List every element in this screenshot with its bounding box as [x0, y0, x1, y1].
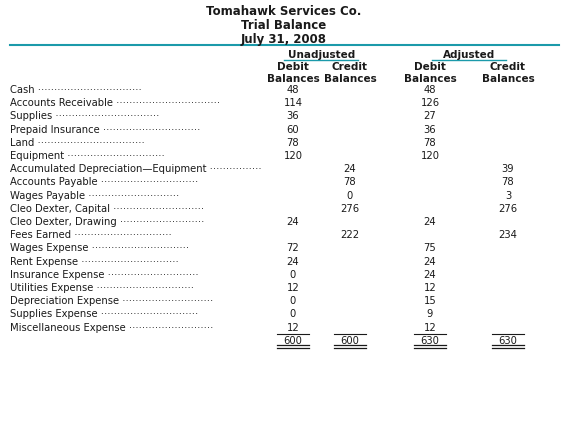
Text: Miscellaneous Expense ··························: Miscellaneous Expense ··················… [10, 323, 213, 333]
Text: 27: 27 [424, 111, 436, 121]
Text: Accounts Payable ······························: Accounts Payable ·······················… [10, 178, 198, 187]
Text: Depreciation Expense ····························: Depreciation Expense ···················… [10, 296, 213, 306]
Text: 12: 12 [424, 283, 436, 293]
Text: 39: 39 [502, 164, 514, 174]
Text: Accounts Receivable ································: Accounts Receivable ····················… [10, 98, 220, 108]
Text: Utilities Expense ······························: Utilities Expense ······················… [10, 283, 194, 293]
Text: Wages Expense ······························: Wages Expense ··························… [10, 243, 189, 253]
Text: 24: 24 [424, 257, 436, 267]
Text: Land ·································: Land ································· [10, 138, 145, 148]
Text: Supplies Expense ······························: Supplies Expense ·······················… [10, 310, 198, 320]
Text: 600: 600 [341, 336, 360, 346]
Text: 78: 78 [287, 138, 299, 148]
Text: 12: 12 [287, 283, 299, 293]
Text: 12: 12 [424, 323, 436, 333]
Text: 222: 222 [340, 230, 360, 240]
Text: Wages Payable ····························: Wages Payable ··························… [10, 191, 179, 200]
Text: 0: 0 [290, 270, 296, 280]
Text: Cleo Dexter, Drawing ··························: Cleo Dexter, Drawing ···················… [10, 217, 204, 227]
Text: 630: 630 [420, 336, 439, 346]
Text: July 31, 2008: July 31, 2008 [241, 33, 327, 46]
Text: 0: 0 [290, 310, 296, 320]
Text: 12: 12 [287, 323, 299, 333]
Text: Supplies ································: Supplies ·······························… [10, 111, 159, 121]
Text: 120: 120 [420, 151, 439, 161]
Text: 3: 3 [505, 191, 511, 200]
Text: 0: 0 [347, 191, 353, 200]
Text: Debit
Balances: Debit Balances [403, 62, 456, 84]
Text: 9: 9 [427, 310, 433, 320]
Text: Rent Expense ······························: Rent Expense ···························… [10, 257, 179, 267]
Text: 72: 72 [287, 243, 299, 253]
Text: 24: 24 [287, 217, 299, 227]
Text: 75: 75 [424, 243, 436, 253]
Text: 78: 78 [424, 138, 436, 148]
Text: Adjusted: Adjusted [443, 50, 495, 60]
Text: Cleo Dexter, Capital ····························: Cleo Dexter, Capital ···················… [10, 204, 204, 214]
Text: Equipment ······························: Equipment ······························ [10, 151, 165, 161]
Text: 24: 24 [424, 217, 436, 227]
Text: 78: 78 [502, 178, 514, 187]
Text: 234: 234 [498, 230, 517, 240]
Text: 126: 126 [420, 98, 440, 108]
Text: Unadjusted: Unadjusted [288, 50, 355, 60]
Text: Fees Earned ······························: Fees Earned ····························… [10, 230, 172, 240]
Text: 120: 120 [283, 151, 303, 161]
Text: 48: 48 [424, 85, 436, 95]
Text: Credit
Balances: Credit Balances [324, 62, 376, 84]
Text: 114: 114 [283, 98, 303, 108]
Text: 276: 276 [498, 204, 518, 214]
Text: Tomahawk Services Co.: Tomahawk Services Co. [207, 5, 362, 18]
Text: 60: 60 [287, 125, 299, 135]
Text: Debit
Balances: Debit Balances [267, 62, 319, 84]
Text: 24: 24 [344, 164, 356, 174]
Text: 600: 600 [283, 336, 303, 346]
Text: Credit
Balances: Credit Balances [481, 62, 534, 84]
Text: 36: 36 [287, 111, 299, 121]
Text: Prepaid Insurance ······························: Prepaid Insurance ······················… [10, 125, 200, 135]
Text: Insurance Expense ····························: Insurance Expense ······················… [10, 270, 199, 280]
Text: 78: 78 [344, 178, 356, 187]
Text: 24: 24 [287, 257, 299, 267]
Text: 276: 276 [340, 204, 360, 214]
Text: Trial Balance: Trial Balance [241, 19, 327, 32]
Text: Accumulated Depreciation—Equipment ················: Accumulated Depreciation—Equipment ·····… [10, 164, 262, 174]
Text: 36: 36 [424, 125, 436, 135]
Text: 48: 48 [287, 85, 299, 95]
Text: Cash ································: Cash ································ [10, 85, 142, 95]
Text: 15: 15 [424, 296, 436, 306]
Text: 24: 24 [424, 270, 436, 280]
Text: 0: 0 [290, 296, 296, 306]
Text: 630: 630 [498, 336, 517, 346]
